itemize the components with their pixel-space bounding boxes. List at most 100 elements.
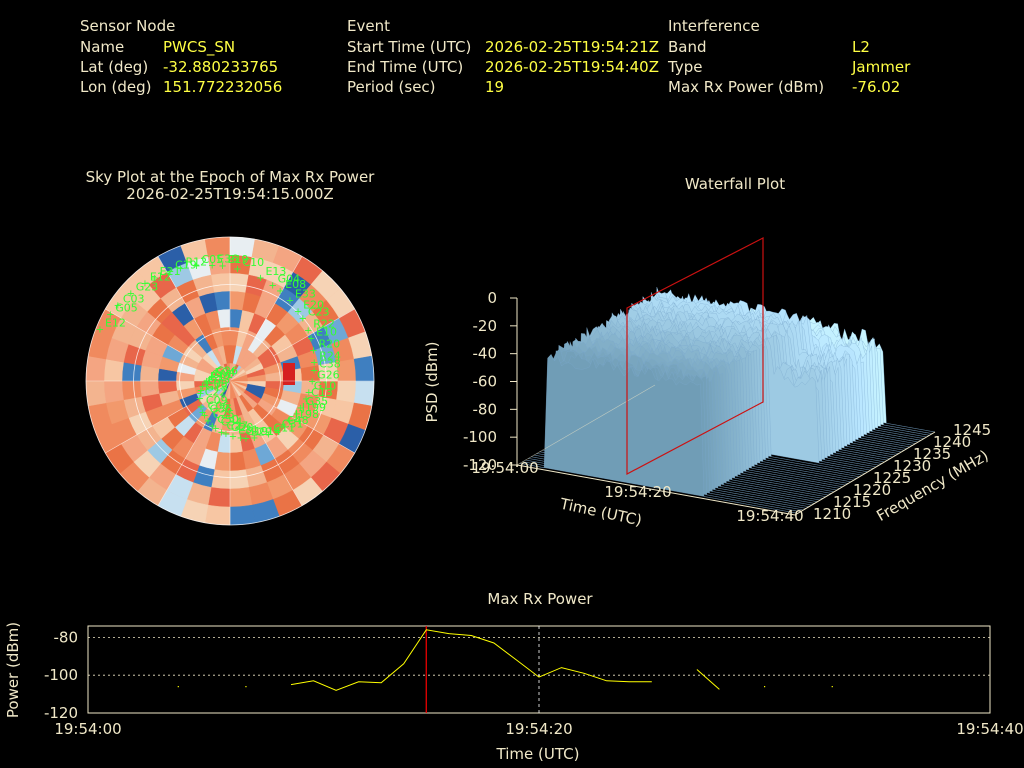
psd-tick-label: -100: [463, 428, 497, 446]
satellite-marker: +: [192, 261, 200, 272]
satellite-label: E36: [217, 252, 238, 265]
satellite-marker: +: [310, 358, 318, 369]
satellite-marker: +: [236, 433, 244, 444]
satellite-marker: +: [256, 273, 264, 284]
satellite-marker: +: [176, 263, 184, 274]
satellite-label: C22: [205, 385, 227, 398]
chart-y-tick-label: -100: [44, 666, 78, 684]
chart-grid: [88, 626, 990, 713]
satellite-label: C06: [208, 399, 230, 412]
psd-tick-label: -60: [473, 373, 498, 391]
satellite-marker: +: [302, 394, 310, 405]
satellite-marker: +: [222, 429, 230, 440]
sky-spoke: [273, 405, 355, 454]
satellite-label: G04: [278, 272, 301, 285]
satellite-marker: +: [199, 382, 207, 393]
sky-spoke: [105, 308, 187, 357]
satellite-label: G36: [210, 403, 233, 416]
waterfall-slice: [519, 354, 798, 514]
lon-value: 151.772232056: [163, 78, 283, 96]
freq-tick-label: 1225: [873, 469, 911, 487]
satellite-marker: +: [208, 260, 216, 271]
sky-spoke: [273, 308, 355, 357]
satellite-label: R22: [313, 318, 335, 331]
satellite-marker: +: [201, 378, 209, 389]
psd-ticks: 0 -20 -40 -60 -80 -100 -120: [463, 289, 517, 474]
satellite-marker: +: [308, 377, 316, 388]
satellite-label: C05: [201, 253, 223, 266]
power-point: [764, 686, 766, 688]
sky-spoke: [157, 256, 206, 338]
satellite-marker: +: [166, 267, 174, 278]
sky-spoke: [254, 424, 303, 506]
power-point: [177, 686, 179, 688]
back-axis: [516, 384, 656, 466]
satellite-marker: +: [197, 402, 205, 413]
satellite-marker: +: [141, 279, 149, 290]
satellite-label: C25: [213, 408, 235, 421]
sky-plot-satellites: +C26+E10+C50+R12+J199+C08+E08+G19+C03+C3…: [96, 252, 341, 444]
satellite-marker: +: [233, 264, 241, 275]
satellite-label: R20: [318, 338, 340, 351]
satellite-label: E31: [238, 424, 259, 437]
satellite-marker: +: [218, 261, 226, 272]
satellite-marker: +: [293, 409, 301, 420]
satellite-label: G23: [136, 281, 159, 294]
satellite-label: E33: [295, 288, 316, 301]
power-point: [245, 686, 247, 688]
satellite-marker: +: [198, 407, 206, 418]
satellite-marker: +: [150, 273, 158, 284]
band-label: Band: [668, 38, 707, 56]
freq-tick-label: 1215: [833, 493, 871, 511]
chart-y-ticks: -80 -100 -120: [44, 628, 78, 722]
sky-spoke: [157, 424, 206, 506]
satellite-marker: +: [276, 286, 284, 297]
power-point: [831, 686, 833, 688]
lat-label: Lat (deg): [80, 58, 149, 76]
satellite-marker: +: [304, 326, 312, 337]
satellite-marker: +: [96, 324, 104, 335]
satellite-label: C08: [206, 378, 228, 391]
sky-hotspot: [283, 363, 295, 385]
sensor-node-title: Sensor Node: [80, 17, 176, 35]
period-label: Period (sec): [347, 78, 436, 96]
satellite-label: C26: [216, 365, 238, 378]
name-value: PWCS_SN: [163, 38, 236, 56]
sky-plot-grid: [85, 236, 375, 526]
name-label: Name: [80, 38, 125, 56]
satellite-label: G26: [317, 369, 340, 382]
chart-y-tick-label: -80: [54, 628, 79, 646]
satellite-label: E13: [265, 265, 286, 278]
satellite-marker: +: [250, 433, 258, 444]
time-slice-marker: [626, 237, 764, 475]
satellite-marker: +: [204, 416, 212, 427]
satellite-label: C31: [282, 417, 304, 430]
start-time-value: 2026-02-25T19:54:21Z: [485, 38, 659, 56]
satellite-marker: +: [212, 423, 220, 434]
satellite-label: C01: [212, 368, 234, 381]
satellite-label: E21: [160, 265, 181, 278]
chart-x-tick-label: 19:54:20: [505, 720, 572, 738]
waterfall-surface: [519, 286, 936, 514]
chart-x-label: Time (UTC): [496, 745, 580, 763]
time-tick-label: 19:54:40: [736, 507, 803, 525]
satellite-label: C09: [206, 394, 228, 407]
satellite-marker: +: [197, 386, 205, 397]
satellite-label: C03: [123, 292, 145, 305]
chart-x-tick-label: 19:54:00: [54, 720, 121, 738]
satellite-label: E20: [303, 298, 324, 311]
interference-title: Interference: [668, 17, 760, 35]
satellite-marker: +: [196, 393, 204, 404]
satellite-marker: +: [296, 403, 304, 414]
satellite-label: E12: [150, 271, 171, 284]
satellite-marker: +: [200, 411, 208, 422]
satellite-marker: +: [106, 310, 114, 321]
time-ticks: 19:54:00 19:54:20 19:54:40: [471, 459, 803, 525]
satellite-label: R12: [186, 255, 208, 268]
freq-tick-label: 1245: [953, 421, 991, 439]
satellite-marker: +: [196, 389, 204, 400]
satellite-marker: +: [307, 333, 315, 344]
